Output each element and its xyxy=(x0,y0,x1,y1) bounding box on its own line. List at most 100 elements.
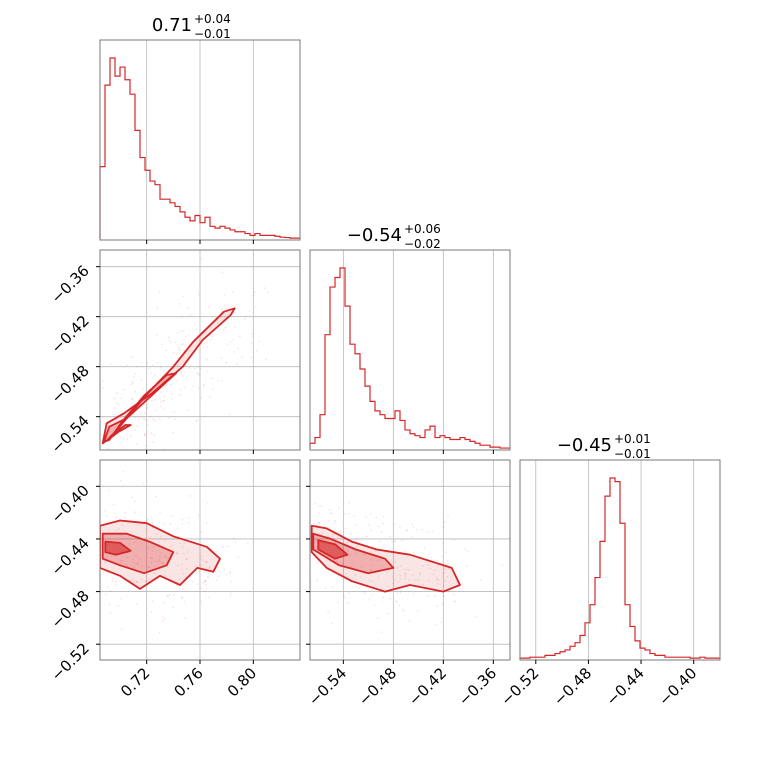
sample-point xyxy=(140,578,143,581)
sample-point xyxy=(440,555,443,558)
sample-point xyxy=(171,398,174,400)
sample-point xyxy=(369,550,372,553)
sample-point xyxy=(435,578,438,581)
sample-point xyxy=(144,412,147,415)
sample-point xyxy=(237,556,240,558)
sample-point xyxy=(98,544,100,546)
sample-point xyxy=(182,588,184,590)
sample-point xyxy=(258,340,260,343)
sample-point xyxy=(176,552,179,555)
sample-point xyxy=(224,362,227,365)
sample-point xyxy=(159,366,162,369)
y-tick-label: −0.36 xyxy=(48,262,93,307)
sample-point xyxy=(146,520,149,522)
sample-point xyxy=(182,338,185,341)
sample-point xyxy=(187,307,189,310)
sample-point xyxy=(188,367,191,370)
sample-point xyxy=(444,580,447,582)
sample-point xyxy=(205,560,208,563)
sample-point xyxy=(120,628,123,631)
sample-point xyxy=(427,530,430,533)
sample-point xyxy=(306,566,308,568)
sample-point xyxy=(162,380,165,382)
sample-point xyxy=(151,549,154,552)
sample-point xyxy=(436,605,438,607)
sample-point xyxy=(155,560,158,563)
sample-point xyxy=(158,631,161,634)
sample-point xyxy=(149,557,152,559)
sample-point xyxy=(147,419,150,422)
sample-point xyxy=(126,437,129,440)
sample-point xyxy=(305,556,307,558)
sample-point xyxy=(200,530,202,533)
sample-point xyxy=(150,517,153,520)
sample-point xyxy=(126,556,129,559)
sample-point xyxy=(293,517,295,519)
sample-point xyxy=(142,387,144,390)
sample-point xyxy=(403,550,406,553)
sample-point xyxy=(180,568,183,571)
sample-point xyxy=(137,563,140,566)
sample-point xyxy=(220,357,223,359)
sample-point xyxy=(111,577,114,580)
sample-point xyxy=(444,568,447,571)
sample-point xyxy=(162,369,165,372)
sample-point xyxy=(183,552,185,555)
sample-point xyxy=(140,416,143,419)
title-plus: +0.06 xyxy=(404,222,441,236)
sample-point xyxy=(154,409,157,412)
sample-point xyxy=(479,578,482,581)
sample-point xyxy=(163,385,166,388)
sample-point xyxy=(321,532,324,535)
sample-point xyxy=(313,502,316,505)
sample-point xyxy=(143,433,146,436)
sample-point xyxy=(86,533,88,535)
x-tick-label: −0.40 xyxy=(655,664,700,709)
sample-point xyxy=(209,338,212,341)
sample-point xyxy=(122,470,125,473)
sample-point xyxy=(461,587,464,590)
sample-point xyxy=(210,335,213,338)
sample-point xyxy=(174,341,177,344)
sample-point xyxy=(316,535,319,538)
x-tick-label: −0.44 xyxy=(603,664,648,709)
sample-point xyxy=(185,583,187,586)
sample-point xyxy=(196,419,199,422)
sample-point xyxy=(346,541,349,544)
sample-point xyxy=(447,515,449,518)
sample-point xyxy=(175,552,178,555)
sample-point xyxy=(427,594,429,597)
sample-point xyxy=(393,578,396,581)
sample-point xyxy=(93,561,95,563)
sample-point xyxy=(204,561,207,564)
sample-point xyxy=(115,402,118,405)
sample-point xyxy=(181,295,184,298)
sample-point xyxy=(202,383,205,386)
x-axis-labels-1: −0.54 −0.48 −0.42 −0.36 xyxy=(305,664,500,709)
sample-point xyxy=(338,506,340,509)
sample-point xyxy=(143,418,146,421)
sample-point xyxy=(108,603,111,606)
sample-point xyxy=(130,398,133,400)
sample-point xyxy=(416,610,419,613)
sample-point xyxy=(136,581,139,584)
y-tick-label: −0.54 xyxy=(48,412,93,457)
sample-point xyxy=(318,521,320,524)
sample-point xyxy=(386,613,389,615)
sample-point xyxy=(180,343,183,346)
sample-point xyxy=(182,330,185,333)
sample-point xyxy=(443,572,446,575)
sample-point xyxy=(318,512,321,515)
sample-point xyxy=(172,431,175,434)
sample-point xyxy=(223,305,226,307)
sample-point xyxy=(436,582,439,585)
sample-point xyxy=(404,575,407,578)
sample-point xyxy=(176,527,179,530)
sample-point xyxy=(223,294,226,297)
sample-point xyxy=(158,555,161,558)
panel-title-2: −0.45 +0.01−0.01 xyxy=(557,432,651,461)
sample-point xyxy=(446,575,449,578)
sample-point xyxy=(225,307,227,310)
sample-point xyxy=(106,585,109,588)
sample-point xyxy=(180,330,183,333)
